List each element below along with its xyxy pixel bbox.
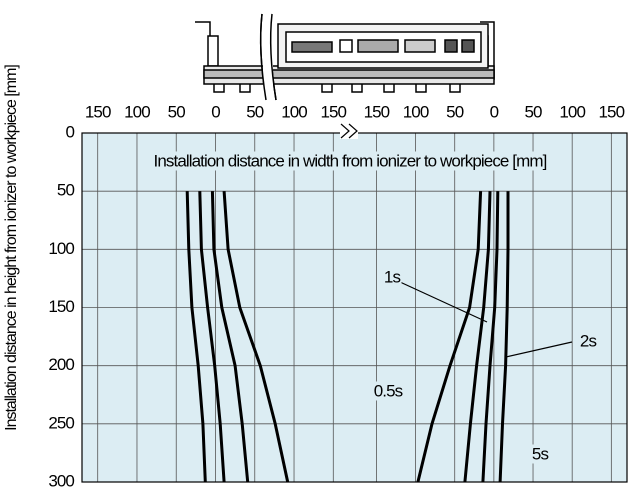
curve — [481, 191, 500, 483]
x-tick-label: 150 — [599, 102, 625, 121]
x-tick-label: 0 — [490, 102, 499, 121]
x-tick-label: 100 — [403, 102, 429, 121]
y-tick-label: 150 — [48, 297, 74, 316]
x-tick-label: 150 — [85, 102, 111, 121]
x-tick-label: 50 — [168, 102, 186, 121]
plot-area: 0 50 100 150 200 250 300 150 100 50 0 50 100 150 150 10… — [48, 102, 628, 490]
label-background — [578, 331, 598, 351]
x-tick-label: 50 — [524, 102, 542, 121]
x-tick-label: 50 — [246, 102, 264, 121]
label-background — [382, 267, 402, 287]
x-tick-label: 150 — [364, 102, 390, 121]
ionizer-illustration — [195, 13, 495, 102]
curve — [198, 191, 226, 483]
series-label: 2s — [580, 331, 597, 350]
label-background — [372, 381, 404, 401]
y-tick-label: 200 — [48, 355, 74, 374]
x-tick-label: 100 — [559, 102, 585, 121]
x-tick-label: 100 — [281, 102, 307, 121]
curve — [463, 191, 492, 483]
title-background — [151, 151, 549, 171]
series-label: 1s — [384, 267, 401, 286]
y-tick-label: 50 — [57, 181, 75, 200]
y-tick-label: 250 — [48, 413, 74, 432]
x-tick-label: 100 — [124, 102, 150, 121]
series-label: 5s — [532, 444, 549, 463]
x-tick-label: 0 — [211, 102, 220, 121]
y-tick-label: 0 — [65, 122, 74, 141]
leader-line — [505, 341, 573, 358]
chart-title: Installation distance in width from ioni… — [154, 151, 547, 170]
curve — [185, 191, 207, 483]
x-tick-label: 50 — [446, 102, 464, 121]
x-tick-label: 150 — [320, 102, 346, 121]
y-axis-label: Installation distance in height from ion… — [3, 65, 20, 431]
curve — [210, 191, 250, 483]
axis-break — [340, 123, 358, 139]
curve — [222, 191, 290, 483]
series-label: 0.5s — [374, 381, 403, 400]
curve — [416, 191, 483, 483]
leader-line — [399, 281, 488, 323]
y-tick-label: 300 — [48, 471, 74, 490]
y-tick-label: 100 — [48, 239, 74, 258]
label-background — [530, 444, 550, 464]
curve — [498, 191, 510, 483]
